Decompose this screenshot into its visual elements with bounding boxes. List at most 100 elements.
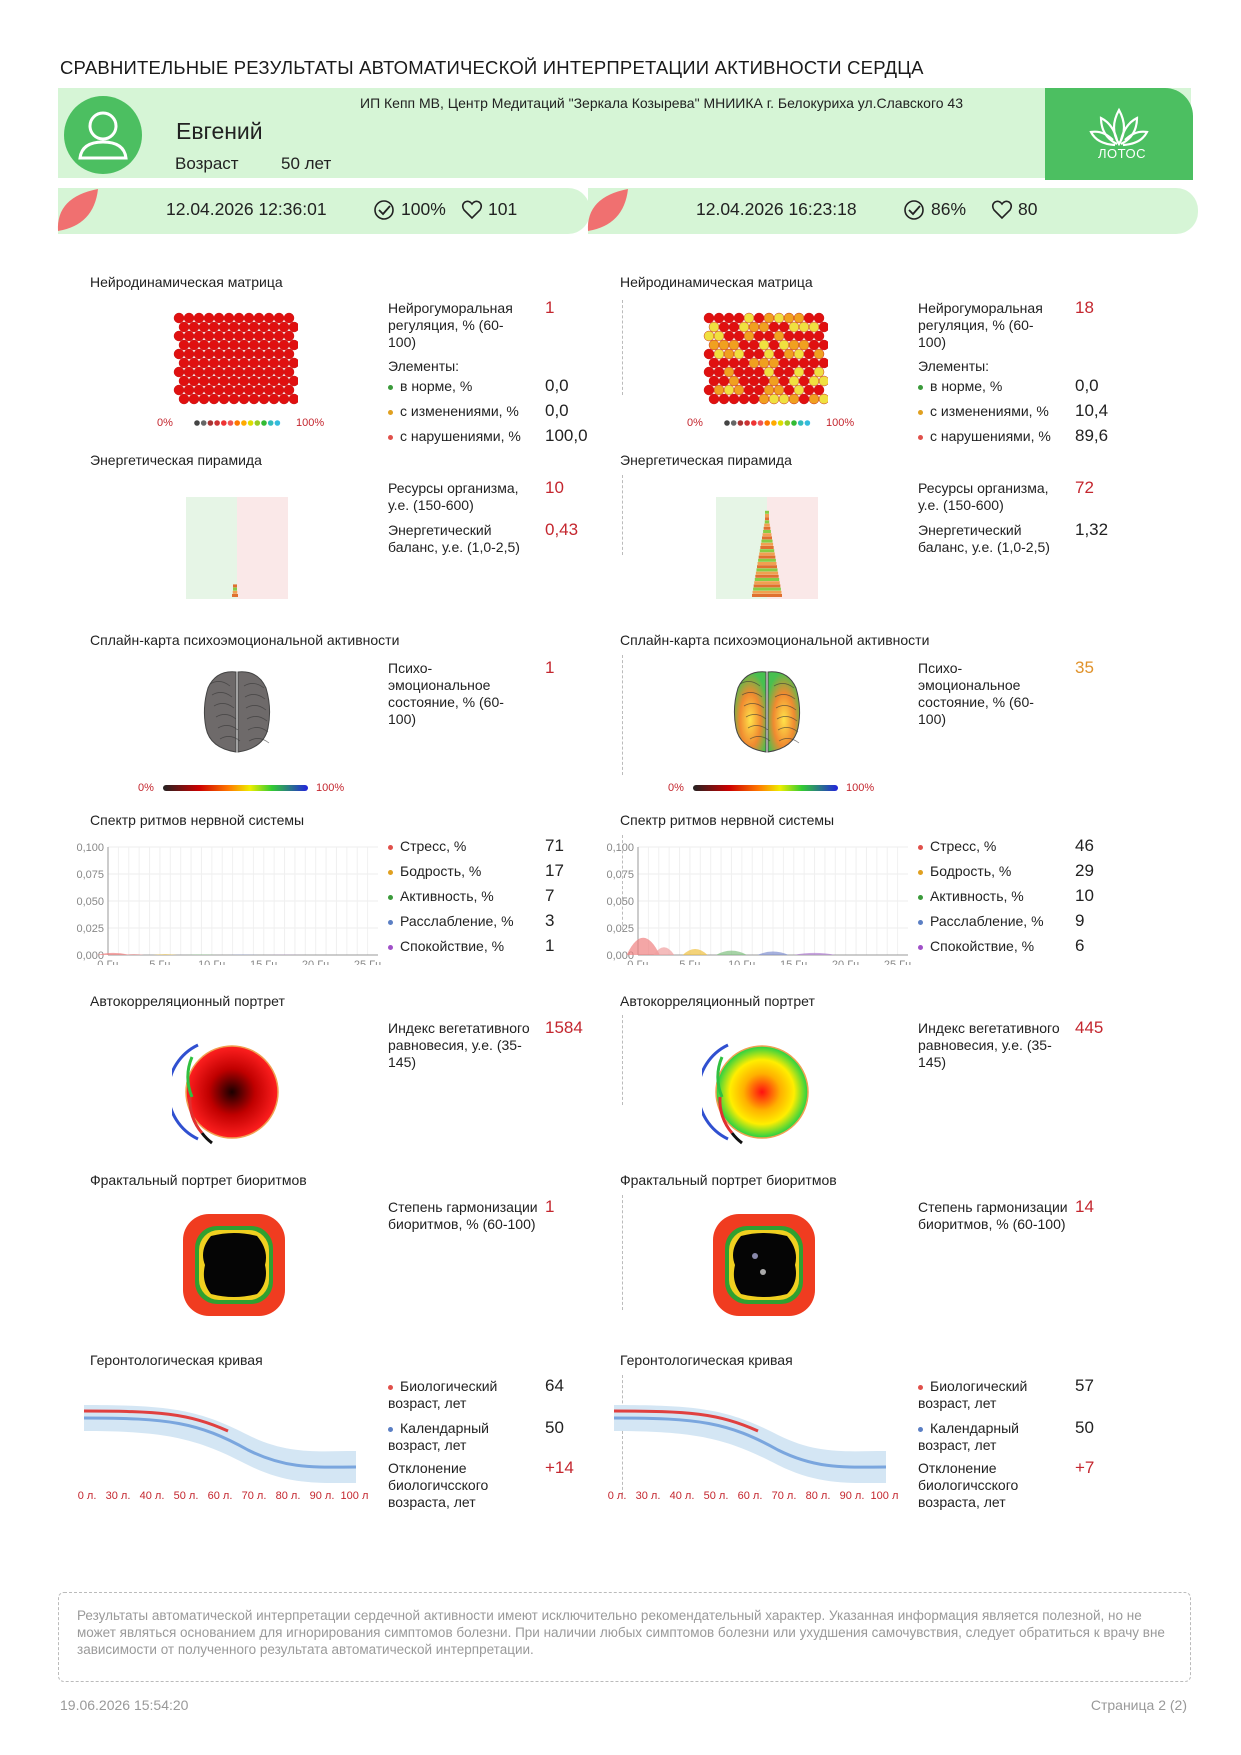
y-tick: 0,025	[606, 923, 634, 935]
matrix-cell	[753, 366, 765, 378]
autocorr-portrait	[702, 1043, 809, 1145]
matrix-cell	[253, 330, 265, 342]
matrix-cell	[728, 339, 740, 351]
vegetative-index-value: 1584	[545, 1018, 583, 1037]
matrix-cell	[783, 312, 795, 324]
matrix-cell	[283, 312, 295, 324]
matrix-cell	[708, 357, 720, 369]
matrix-cell	[788, 375, 800, 387]
matrix-cell	[268, 375, 280, 387]
legend-dot	[214, 420, 220, 426]
spectrum-peak	[185, 954, 218, 955]
heart-icon	[991, 200, 1013, 220]
rhythm-dot	[388, 844, 393, 850]
element-value: 89,6	[1075, 426, 1109, 445]
matrix-cell	[778, 393, 790, 405]
matrix-cell	[803, 330, 815, 342]
quality-value: 86%	[931, 199, 967, 219]
matrix-cell	[793, 312, 805, 324]
spectrum-peak	[682, 948, 708, 955]
matrix-cell	[193, 384, 205, 396]
x-tick: 20 Гц	[832, 959, 860, 965]
element-label: с нарушениями, %	[930, 428, 1051, 444]
matrix-cell	[763, 330, 775, 342]
matrix-cell	[208, 321, 220, 333]
fractal-portrait	[713, 1214, 815, 1316]
pyramid-block	[755, 571, 779, 575]
matrix-cell	[783, 330, 795, 342]
element-label: с изменениями, %	[930, 403, 1049, 419]
matrix-cell	[718, 321, 730, 333]
pyramid-block	[765, 510, 769, 514]
brain-icon	[203, 671, 271, 753]
age-dot	[388, 1384, 393, 1390]
matrix-cell	[743, 366, 755, 378]
age-dot	[918, 1384, 923, 1390]
matrix-cell	[223, 384, 235, 396]
resources-label: Ресурсы организма, у.е. (150-600)	[388, 480, 519, 513]
matrix-cell	[283, 348, 295, 360]
matrix-cell	[763, 348, 775, 360]
psycho-metric-label: Психо-эмоциональное состояние, % (60-100…	[388, 660, 504, 727]
matrix-cell	[193, 348, 205, 360]
legend-dots	[194, 420, 281, 426]
rhythm-item: Бодрость, %	[388, 863, 481, 880]
legend-dot	[227, 420, 234, 426]
neuro-metric-value: 1	[545, 298, 555, 317]
matrix-cell	[258, 393, 270, 405]
matrix-cell	[733, 312, 745, 324]
x-tick: 0 Гц	[627, 959, 649, 965]
matrix-cell	[183, 312, 195, 324]
matrix-cell	[723, 330, 735, 342]
matrix-cell	[273, 330, 285, 342]
matrix-cell	[213, 348, 225, 360]
matrix-cell	[203, 330, 215, 342]
pyramid-block	[763, 530, 771, 533]
x-tick: 10 Гц	[198, 959, 226, 965]
pyramid-block	[232, 594, 238, 597]
age-dot	[388, 1426, 393, 1432]
pulse-value: 101	[488, 199, 518, 219]
scale-arc	[702, 1043, 729, 1141]
matrix-cell	[718, 393, 730, 405]
pyramid-block	[758, 555, 776, 559]
matrix-cell	[253, 348, 265, 360]
pyramid-block	[755, 574, 779, 578]
legend-dot	[737, 420, 744, 426]
matrix-cell	[208, 339, 220, 351]
x-tick: 20 Гц	[302, 959, 330, 965]
matrix-cell	[243, 330, 255, 342]
age-band	[614, 1405, 886, 1484]
matrix-cell	[813, 330, 825, 342]
pyramid-block	[764, 523, 770, 527]
spectrum-peak	[757, 951, 789, 955]
matrix-cell	[748, 357, 760, 369]
matrix-cell	[788, 357, 800, 369]
matrix-cell	[773, 348, 785, 360]
hex-matrix	[703, 312, 828, 405]
matrix-cell	[768, 357, 780, 369]
element-item: с изменениями, %	[388, 403, 519, 420]
matrix-cell	[763, 312, 775, 324]
legend-dot	[194, 420, 200, 426]
pyramid-block	[758, 558, 776, 562]
legend-dot	[764, 420, 770, 426]
check-circle-icon	[904, 200, 924, 220]
matrix-cell	[273, 366, 285, 378]
matrix-cell	[713, 366, 725, 378]
matrix-cell	[218, 393, 230, 405]
matrix-cell	[803, 312, 815, 324]
status-dot	[388, 434, 393, 440]
matrix-cell	[703, 384, 715, 396]
rhythm-label: Бодрость, %	[930, 863, 1012, 879]
element-item: с нарушениями, %	[918, 428, 1051, 445]
rhythm-dot	[388, 869, 393, 875]
column-separator	[622, 655, 623, 775]
matrix-cell	[713, 330, 725, 342]
rhythm-label: Стресс, %	[930, 838, 997, 854]
session-datetime: 12.04.2026 12:36:01	[166, 199, 327, 219]
column-separator	[622, 1015, 623, 1105]
biological-curve	[83, 1409, 229, 1433]
matrix-cell	[763, 366, 775, 378]
matrix-cell	[213, 366, 225, 378]
